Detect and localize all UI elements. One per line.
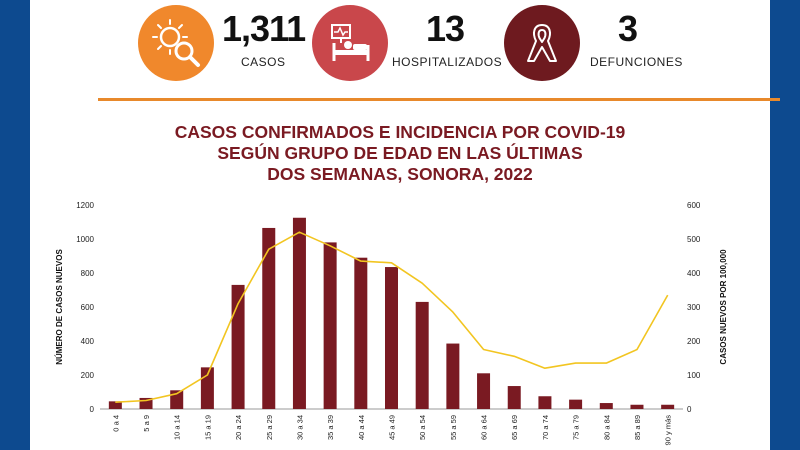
- y-tick-label: 800: [81, 269, 95, 278]
- cases-icon-circle: [138, 5, 214, 81]
- orange-divider: [98, 98, 780, 101]
- y2-axis-label: CASOS NUEVOS POR 100,000: [719, 249, 728, 365]
- incidence-line: [115, 231, 669, 403]
- x-tick-label: 15 a 19: [203, 415, 212, 440]
- bar: [446, 343, 460, 409]
- bar: [630, 404, 644, 409]
- bar: [661, 404, 675, 409]
- y2-tick-label: 300: [687, 303, 701, 312]
- bar: [538, 396, 552, 409]
- cases-label: CASOS: [241, 55, 286, 69]
- y2-tick-label: 400: [687, 269, 701, 278]
- y-tick-label: 400: [81, 337, 95, 346]
- cases-count: 1,311: [222, 8, 306, 49]
- bar: [292, 217, 306, 409]
- x-tick-label: 35 a 39: [326, 415, 335, 440]
- bar: [385, 267, 398, 409]
- x-tick-label: 50 a 54: [418, 415, 427, 440]
- y-tick-label: 1200: [76, 201, 94, 210]
- x-tick-label: 40 a 44: [357, 415, 366, 440]
- bar: [231, 284, 245, 409]
- y-tick-label: 600: [81, 303, 95, 312]
- y2-tick-label: 0: [687, 405, 692, 414]
- hospitalized-label: HOSPITALIZADOS: [392, 55, 503, 69]
- x-tick-label: 10 a 14: [173, 415, 182, 440]
- chart-title-line-3: DOS SEMANAS, SONORA, 2022: [267, 164, 533, 184]
- hospitalized-icon-circle: [312, 5, 388, 81]
- bar: [507, 386, 521, 409]
- bar: [569, 399, 583, 409]
- x-tick-label: 5 a 9: [142, 415, 151, 432]
- deaths-count: 3: [618, 8, 638, 49]
- y-axis-label: NÚMERO DE CASOS NUEVOS: [55, 249, 64, 365]
- x-tick-label: 70 a 74: [541, 415, 550, 440]
- x-tick-label: 90 y más: [664, 415, 673, 446]
- deaths-label: DEFUNCIONES: [590, 55, 683, 69]
- y-tick-label: 0: [90, 405, 95, 414]
- x-tick-label: 65 a 69: [510, 415, 519, 440]
- y2-tick-label: 500: [687, 235, 701, 244]
- x-tick-label: 20 a 24: [234, 415, 243, 440]
- bar: [139, 397, 153, 409]
- content-panel: 1,311 CASOS 13 HOSPITALIZADOS 3 DEFUNCIO…: [30, 0, 780, 450]
- x-tick-label: 85 a 89: [633, 415, 642, 440]
- deaths-icon-circle: [504, 5, 580, 81]
- x-tick-label: 30 a 34: [295, 415, 304, 440]
- bar: [262, 227, 276, 409]
- ribbon-icon: [527, 24, 557, 62]
- chart-title: CASOS CONFIRMADOS E INCIDENCIA POR COVID…: [130, 122, 670, 185]
- bar: [477, 373, 491, 409]
- y2-tick-label: 200: [687, 337, 701, 346]
- x-tick-label: 55 a 59: [449, 415, 458, 440]
- x-tick-label: 25 a 29: [265, 415, 274, 440]
- x-tick-label: 0 a 4: [111, 415, 120, 432]
- bar: [599, 403, 613, 409]
- bar: [354, 257, 368, 409]
- hospitalized-count: 13: [426, 8, 465, 49]
- x-tick-label: 80 a 84: [602, 415, 611, 440]
- y-tick-label: 200: [81, 371, 95, 380]
- bar: [108, 401, 122, 409]
- x-tick-label: 60 a 64: [480, 415, 489, 440]
- hospital-bed-icon: [331, 24, 370, 61]
- x-tick-label: 75 a 79: [572, 415, 581, 440]
- y-tick-label: 1000: [76, 235, 94, 244]
- y2-tick-label: 100: [687, 371, 701, 380]
- chart-title-line-1: CASOS CONFIRMADOS E INCIDENCIA POR COVID…: [174, 122, 626, 142]
- bar: [323, 242, 337, 409]
- x-tick-label: 45 a 49: [388, 415, 397, 440]
- virus-magnifier-icon: [152, 19, 200, 67]
- y2-tick-label: 600: [687, 201, 701, 210]
- chart-title-line-2: SEGÚN GRUPO DE EDAD EN LAS ÚLTIMAS: [217, 143, 583, 163]
- bar: [415, 301, 429, 409]
